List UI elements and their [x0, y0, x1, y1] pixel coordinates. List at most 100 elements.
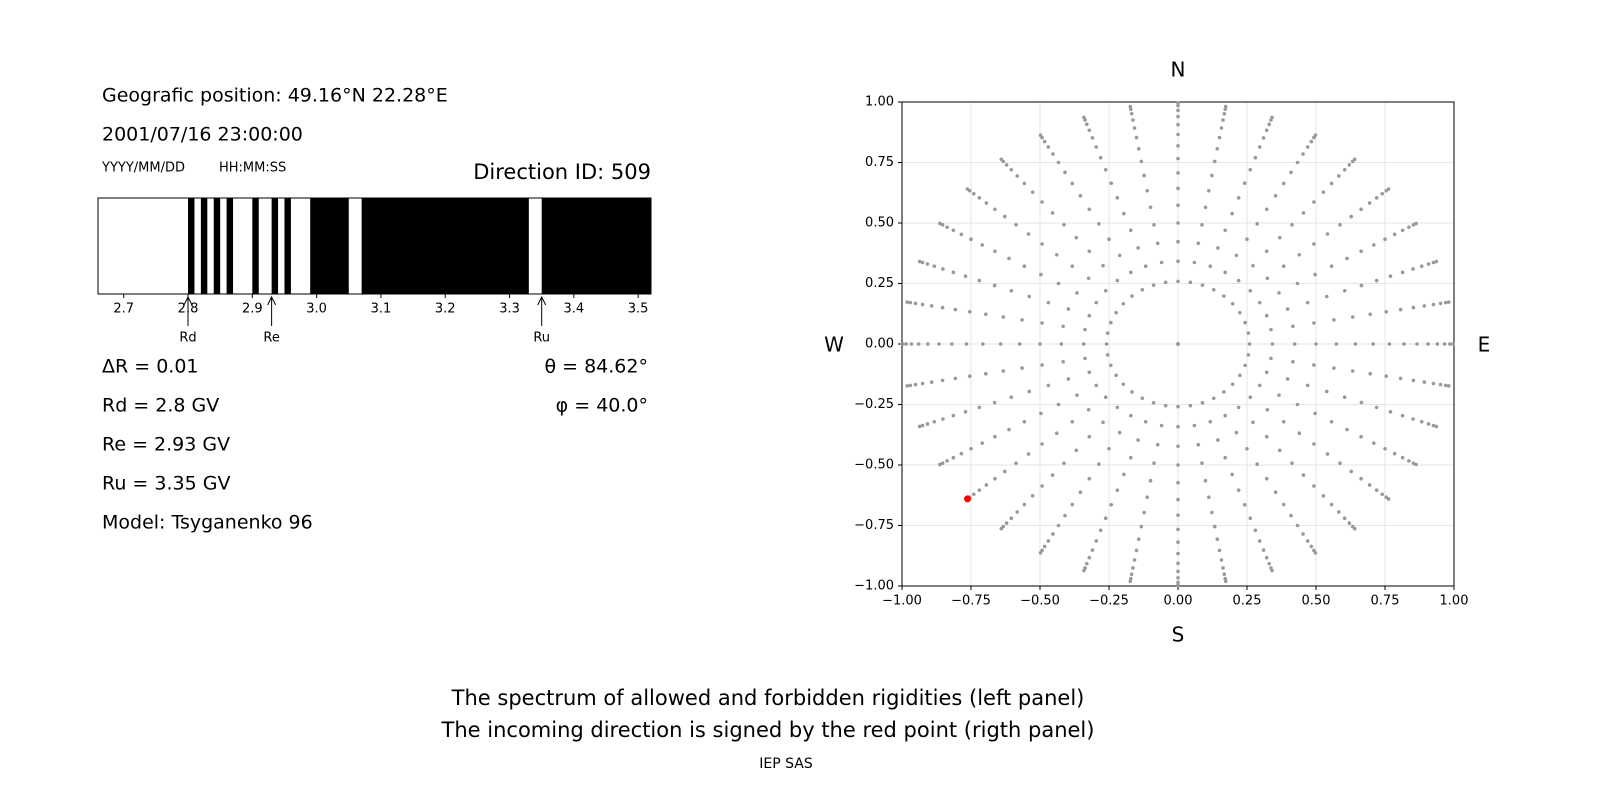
direction-point [1223, 576, 1227, 581]
direction-point [953, 307, 958, 312]
direction-point [1115, 405, 1120, 410]
direction-point [1155, 442, 1160, 447]
direction-point [1431, 260, 1436, 265]
direction-point [967, 310, 972, 314]
direction-point [1400, 455, 1405, 460]
direction-point [1392, 451, 1397, 456]
direction-point [1305, 539, 1310, 543]
direction-point [1083, 327, 1087, 332]
direction-point [1236, 405, 1241, 410]
direction-point [1070, 181, 1075, 186]
direction-point [1211, 287, 1216, 292]
direction-point [1129, 572, 1134, 577]
direction-point [1132, 126, 1137, 130]
time-format: HH:MM:SS [219, 161, 286, 176]
direction-point [1277, 393, 1281, 397]
direction-point [950, 342, 954, 346]
x-tick-label: 3.4 [563, 302, 584, 317]
direction-point [969, 446, 973, 451]
direction-point [1289, 170, 1293, 175]
direction-point [1292, 342, 1297, 346]
direction-point [1312, 200, 1316, 204]
direction-point [1046, 300, 1051, 305]
direction-point [1248, 288, 1253, 293]
direction-point [1312, 242, 1316, 246]
direction-point [1353, 342, 1358, 346]
direction-point [1026, 232, 1031, 236]
direction-point [1350, 315, 1355, 319]
direction-point [1325, 452, 1330, 456]
direction-point [1448, 342, 1452, 346]
forbidden-band [541, 198, 651, 294]
direction-point [984, 483, 989, 487]
marker-label: Ru [533, 331, 550, 346]
direction-point [1176, 481, 1180, 485]
direction-point [1223, 579, 1228, 584]
direction-point [1203, 205, 1208, 210]
direction-point [1419, 264, 1424, 269]
direction-point [1301, 532, 1305, 536]
direction-point [1264, 207, 1269, 212]
direction-point [1309, 139, 1314, 144]
direction-point [920, 423, 925, 428]
datetime: 2001/07/16 23:00:00 [102, 124, 303, 146]
direction-point [941, 267, 945, 271]
direction-point [1040, 484, 1044, 488]
direction-point [1136, 246, 1140, 250]
direction-point [1027, 294, 1032, 299]
direction-point [959, 232, 964, 237]
forbidden-band [310, 198, 349, 294]
direction-point [1192, 260, 1197, 265]
direction-point [993, 434, 997, 439]
direction-point [953, 376, 958, 381]
direction-point [1087, 128, 1092, 133]
direction-point [1264, 555, 1269, 560]
direction-point [1257, 539, 1262, 543]
direction-point [1400, 228, 1405, 233]
direction-point [937, 342, 941, 346]
direction-point [1208, 419, 1213, 424]
direction-point [1338, 461, 1342, 465]
direction-point [1151, 401, 1156, 405]
direction-point [1281, 181, 1286, 186]
direction-point [1050, 211, 1055, 215]
direction-point [1222, 111, 1227, 116]
direction-point [1128, 579, 1133, 584]
direction-point [1140, 287, 1145, 292]
marker-arrowhead [537, 295, 547, 306]
direction-point [1248, 167, 1253, 172]
direction-point [1087, 249, 1092, 254]
direction-point [1368, 312, 1372, 317]
direction-point [1026, 452, 1031, 456]
direction-point [1414, 462, 1418, 467]
x-tick-label: −0.25 [1089, 594, 1129, 609]
direction-point [1083, 356, 1087, 361]
direction-point [925, 262, 930, 266]
direction-point [916, 342, 921, 346]
direction-point [984, 312, 988, 317]
direction-point [1426, 342, 1430, 346]
direction-point [926, 342, 930, 346]
direction-point [1109, 320, 1113, 325]
direction-point [1398, 376, 1403, 381]
direction-point [1277, 291, 1281, 295]
direction-point [993, 476, 997, 481]
direction-point [1090, 548, 1095, 552]
direction-point [1411, 305, 1416, 310]
direction-point [1451, 342, 1455, 346]
direction-point [1022, 502, 1027, 507]
direction-point [1359, 207, 1363, 212]
direction-point [1371, 441, 1376, 445]
direction-point [1020, 318, 1024, 322]
direction-point [1352, 526, 1357, 531]
direction-point [1046, 145, 1051, 149]
x-tick-label: −0.75 [951, 594, 991, 609]
direction-point [1295, 523, 1300, 528]
direction-point [1264, 313, 1269, 318]
direction-point [1176, 171, 1180, 175]
direction-point [938, 221, 942, 226]
direction-point [1236, 196, 1241, 200]
direction-point [1128, 104, 1133, 109]
forbidden-band [361, 198, 529, 294]
direction-point [1145, 495, 1149, 499]
